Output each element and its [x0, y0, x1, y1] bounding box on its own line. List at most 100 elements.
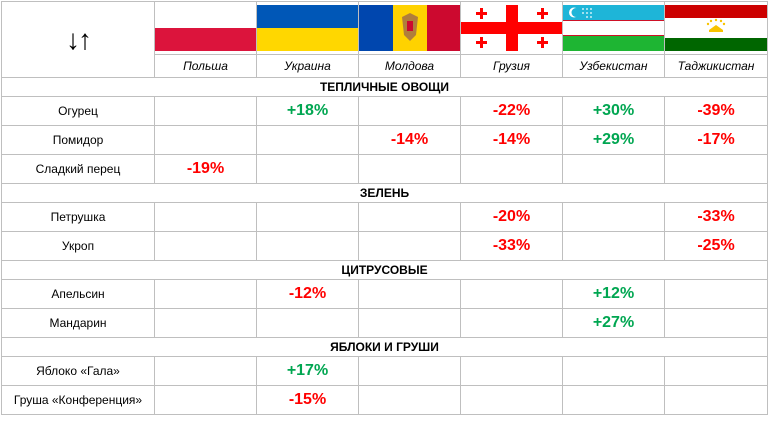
section-header-row: ЗЕЛЕНЬ — [1, 183, 768, 203]
corner-cell: ↓↑ — [1, 1, 155, 78]
product-name: Яблоко «Гала» — [1, 356, 155, 386]
flag-cell-tajikistan — [664, 1, 768, 55]
change-value-uzbekistan: +29% — [562, 125, 665, 155]
georgia-flag-icon — [461, 5, 562, 51]
table-row: Укроп -33% -25% — [1, 231, 768, 261]
change-value-ukraine: -12% — [256, 279, 359, 309]
change-value-poland — [154, 308, 257, 338]
change-value-moldova — [358, 385, 461, 415]
product-name: Апельсин — [1, 279, 155, 309]
change-value-tajikistan — [664, 385, 768, 415]
flag-cell-ukraine — [256, 1, 359, 55]
change-value-poland — [154, 202, 257, 232]
change-value-ukraine: -15% — [256, 385, 359, 415]
table-row: Мандарин +27% — [1, 308, 768, 338]
change-value-moldova — [358, 154, 461, 184]
change-value-moldova — [358, 202, 461, 232]
flag-cell-moldova — [358, 1, 461, 55]
change-value-uzbekistan — [562, 231, 665, 261]
table-row: Яблоко «Гала» +17% — [1, 356, 768, 386]
change-value-georgia: -33% — [460, 231, 563, 261]
table-row: Огурец +18% -22% +30% -39% — [1, 96, 768, 126]
country-name-georgia: Грузия — [460, 54, 563, 78]
section-header-row: ЦИТРУСОВЫЕ — [1, 260, 768, 280]
change-value-uzbekistan: +12% — [562, 279, 665, 309]
change-value-moldova — [358, 279, 461, 309]
table-row: Груша «Конференция» -15% — [1, 385, 768, 415]
change-value-ukraine — [256, 202, 359, 232]
change-value-moldova — [358, 96, 461, 126]
flag-cell-georgia — [460, 1, 563, 55]
uzbekistan-flag-icon — [563, 5, 664, 51]
change-value-poland — [154, 231, 257, 261]
change-value-georgia — [460, 356, 563, 386]
country-name-uzbekistan: Узбекистан — [562, 54, 665, 78]
change-value-tajikistan — [664, 154, 768, 184]
country-name-poland: Польша — [154, 54, 257, 78]
change-value-moldova — [358, 231, 461, 261]
product-name: Помидор — [1, 125, 155, 155]
section-title: ЦИТРУСОВЫЕ — [1, 260, 768, 280]
table-row: Помидор -14% -14% +29% -17% — [1, 125, 768, 155]
product-name: Сладкий перец — [1, 154, 155, 184]
change-value-poland: -19% — [154, 154, 257, 184]
change-value-ukraine — [256, 308, 359, 338]
table-row: Апельсин -12% +12% — [1, 279, 768, 309]
product-name: Петрушка — [1, 202, 155, 232]
change-value-uzbekistan — [562, 202, 665, 232]
change-value-tajikistan — [664, 279, 768, 309]
change-value-uzbekistan: +30% — [562, 96, 665, 126]
product-name: Огурец — [1, 96, 155, 126]
section-header-row: ЯБЛОКИ И ГРУШИ — [1, 337, 768, 357]
flag-cell-poland — [154, 1, 257, 55]
change-value-poland — [154, 125, 257, 155]
change-value-poland — [154, 279, 257, 309]
change-value-ukraine — [256, 125, 359, 155]
table-row: Сладкий перец -19% — [1, 154, 768, 184]
section-header-row: ТЕПЛИЧНЫЕ ОВОЩИ — [1, 77, 768, 97]
country-name-moldova: Молдова — [358, 54, 461, 78]
change-value-tajikistan: -17% — [664, 125, 768, 155]
change-value-georgia — [460, 279, 563, 309]
change-value-uzbekistan: +27% — [562, 308, 665, 338]
change-value-tajikistan: -39% — [664, 96, 768, 126]
change-value-tajikistan — [664, 308, 768, 338]
product-name: Груша «Конференция» — [1, 385, 155, 415]
change-value-moldova — [358, 356, 461, 386]
change-value-moldova: -14% — [358, 125, 461, 155]
change-value-poland — [154, 385, 257, 415]
poland-flag-icon — [155, 5, 256, 51]
change-value-tajikistan: -25% — [664, 231, 768, 261]
change-value-moldova — [358, 308, 461, 338]
change-value-georgia — [460, 385, 563, 415]
change-value-poland — [154, 356, 257, 386]
change-value-ukraine: +18% — [256, 96, 359, 126]
change-value-uzbekistan — [562, 385, 665, 415]
product-name: Укроп — [1, 231, 155, 261]
change-value-poland — [154, 96, 257, 126]
sort-arrows-icon: ↓↑ — [66, 23, 92, 55]
change-value-tajikistan — [664, 356, 768, 386]
change-value-tajikistan: -33% — [664, 202, 768, 232]
change-value-georgia — [460, 154, 563, 184]
table-row: Петрушка -20% -33% — [1, 202, 768, 232]
section-title: ЗЕЛЕНЬ — [1, 183, 768, 203]
change-value-georgia: -22% — [460, 96, 563, 126]
change-value-uzbekistan — [562, 154, 665, 184]
moldova-flag-icon — [359, 5, 460, 51]
change-value-georgia: -14% — [460, 125, 563, 155]
tajikistan-flag-icon — [665, 5, 767, 51]
product-name: Мандарин — [1, 308, 155, 338]
change-value-ukraine: +17% — [256, 356, 359, 386]
change-value-ukraine — [256, 154, 359, 184]
section-title: ТЕПЛИЧНЫЕ ОВОЩИ — [1, 77, 768, 97]
flag-cell-uzbekistan — [562, 1, 665, 55]
change-value-georgia: -20% — [460, 202, 563, 232]
flag-row: ↓↑ — [1, 1, 768, 78]
change-value-georgia — [460, 308, 563, 338]
section-title: ЯБЛОКИ И ГРУШИ — [1, 337, 768, 357]
ukraine-flag-icon — [257, 5, 358, 51]
change-value-ukraine — [256, 231, 359, 261]
change-value-uzbekistan — [562, 356, 665, 386]
country-name-ukraine: Украина — [256, 54, 359, 78]
